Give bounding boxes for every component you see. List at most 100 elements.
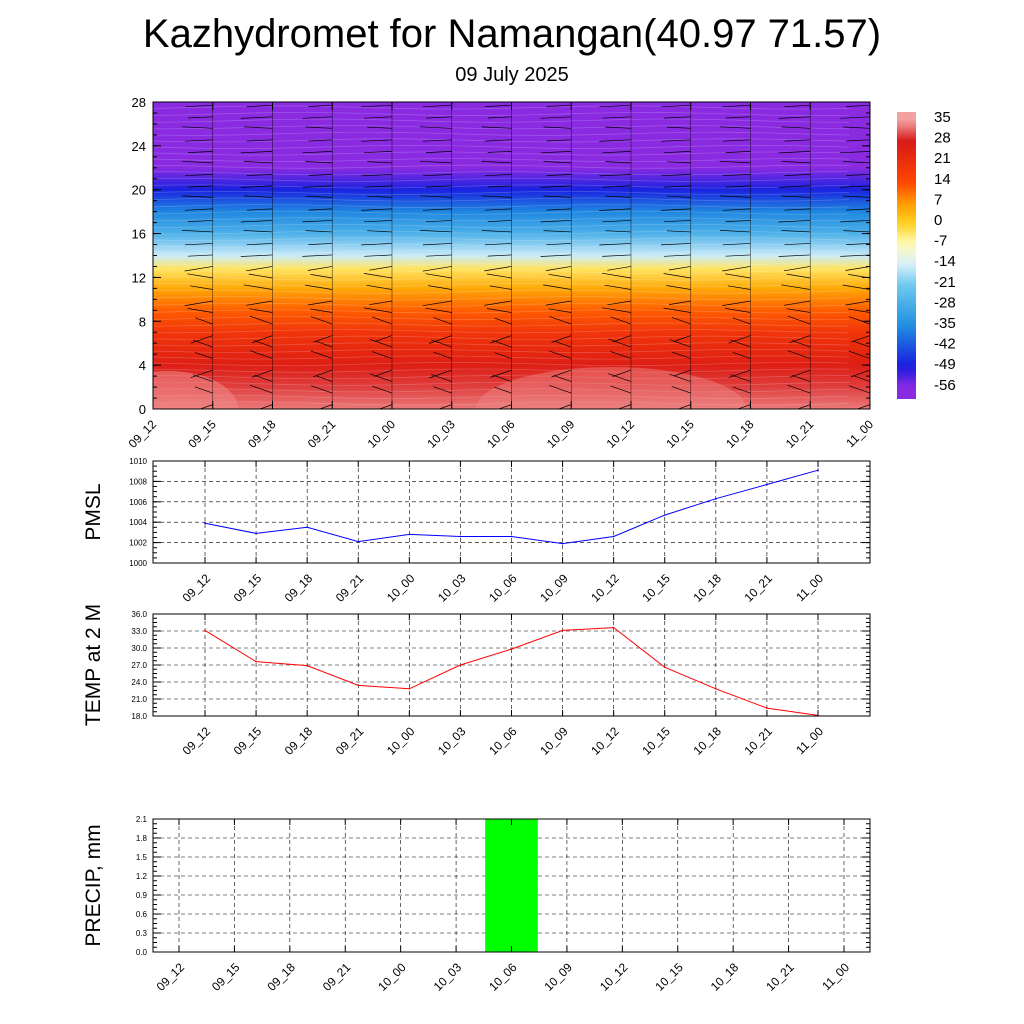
x-tick-label: 09_21: [333, 571, 367, 605]
wind-barb: [852, 375, 870, 382]
x-tick-label: 09_15: [185, 417, 219, 451]
wind-barb: [313, 335, 333, 343]
y-tick-label: 1002: [129, 539, 147, 548]
temp2m-point: [715, 688, 717, 690]
precip-panel: 0.0 0.3 0.6 0.9 1.2 1.5 1.8 2.1 09_12 09_15 09_18 0…: [82, 815, 871, 994]
x-tick-label: 09_15: [231, 571, 265, 605]
wind-barb: [364, 185, 393, 188]
wind-barb: [602, 254, 632, 257]
cross-section-y-axis: 0 4 8 12 16 20 24 28: [132, 95, 870, 417]
wind-barb: [602, 116, 632, 119]
pmsl-point: [357, 540, 360, 543]
wind-barb: [310, 385, 333, 394]
y-tick-label: 0.6: [136, 910, 148, 919]
x-tick-label: 09_18: [282, 724, 316, 758]
wind-barb: [490, 369, 512, 378]
x-tick-label: 10_03: [435, 571, 469, 605]
wind-barb: [190, 335, 213, 344]
wind-barb: [422, 104, 452, 108]
wind-barb: [787, 384, 811, 394]
colorbar-label: -56: [934, 377, 956, 394]
y-tick-label: 8: [139, 314, 146, 329]
wind-barb: [546, 139, 572, 142]
x-tick-label: 09_12: [126, 417, 160, 451]
x-tick-label: 09_18: [282, 571, 316, 605]
wind-barb: [361, 174, 393, 177]
wind-barb: [663, 150, 691, 154]
wind-barb: [153, 162, 154, 163]
wind-barb: [240, 254, 273, 257]
wind-barb: [425, 116, 452, 119]
y-tick-label: 24.0: [131, 678, 147, 687]
wind-barb: [850, 335, 870, 343]
y-tick-label: 30.0: [131, 644, 147, 653]
wind-barb: [848, 316, 870, 325]
wind-barb: [494, 352, 512, 359]
x-tick-label: 10_06: [486, 960, 520, 994]
wind-barb: [666, 161, 691, 164]
wind-barb: [315, 340, 333, 348]
wind-barb: [725, 150, 751, 153]
wind-barb: [422, 208, 452, 211]
x-tick-label: 10_09: [544, 417, 578, 451]
wind-barb: [422, 266, 452, 272]
wind-barb: [307, 266, 333, 271]
wind-barb: [852, 340, 870, 348]
wind-barb: [787, 315, 811, 325]
x-tick-label: 10_03: [424, 417, 458, 451]
wind-barb: [783, 266, 811, 272]
wind-barb: [604, 284, 632, 290]
colorbar-label: 28: [934, 130, 951, 147]
colorbar-label: 21: [934, 150, 951, 167]
wind-barb: [543, 284, 572, 290]
contour-line: [153, 237, 850, 242]
wind-barb: [608, 373, 632, 382]
x-tick-label: 10_12: [588, 571, 622, 605]
wind-barb: [605, 230, 632, 233]
pmsl-point: [817, 469, 819, 471]
wind-barb: [369, 339, 393, 348]
contour-line: [153, 322, 850, 327]
wind-barb: [487, 254, 512, 257]
wind-barb: [727, 285, 751, 290]
wind-barb: [786, 308, 811, 313]
wind-barb: [428, 335, 452, 344]
wind-barb: [549, 385, 572, 394]
wind-barb: [484, 300, 512, 306]
wind-barb: [840, 116, 870, 119]
x-tick-label: 10_18: [690, 724, 724, 758]
wind-barb: [845, 266, 870, 271]
wind-barb: [791, 374, 811, 382]
y-tick-label: 0.3: [136, 929, 148, 938]
wind-barb: [184, 266, 213, 272]
wind-barb: [722, 104, 751, 108]
y-tick-label: 33.0: [131, 627, 147, 636]
wind-barb: [364, 116, 393, 119]
x-tick-label: 09_21: [305, 417, 339, 451]
wind-barb: [719, 126, 751, 129]
wind-barb: [487, 220, 512, 222]
wind-barb: [725, 185, 751, 188]
temp2m-ylabel: TEMP at 2 M: [82, 604, 105, 726]
contour-line: [153, 191, 850, 195]
wind-barb: [302, 254, 333, 257]
wind-barb: [187, 185, 213, 188]
wind-barb: [778, 185, 811, 188]
wind-barb: [243, 195, 273, 198]
wind-barb: [842, 284, 870, 290]
wind-barb: [153, 208, 154, 210]
y-tick-label: 1.2: [136, 872, 148, 881]
wind-barb: [428, 369, 452, 379]
wind-barb: [540, 185, 572, 188]
x-tick-label: 10_09: [537, 571, 571, 605]
contour-line: [153, 223, 850, 228]
contour-line: [153, 381, 850, 386]
wind-barb: [540, 220, 572, 223]
wind-barb: [184, 300, 213, 306]
wind-barb: [425, 150, 452, 153]
wind-barb: [548, 308, 572, 313]
wind-barb: [308, 208, 333, 211]
pmsl-point: [663, 514, 666, 516]
wind-barb: [182, 160, 213, 164]
wind-barb: [246, 243, 273, 246]
